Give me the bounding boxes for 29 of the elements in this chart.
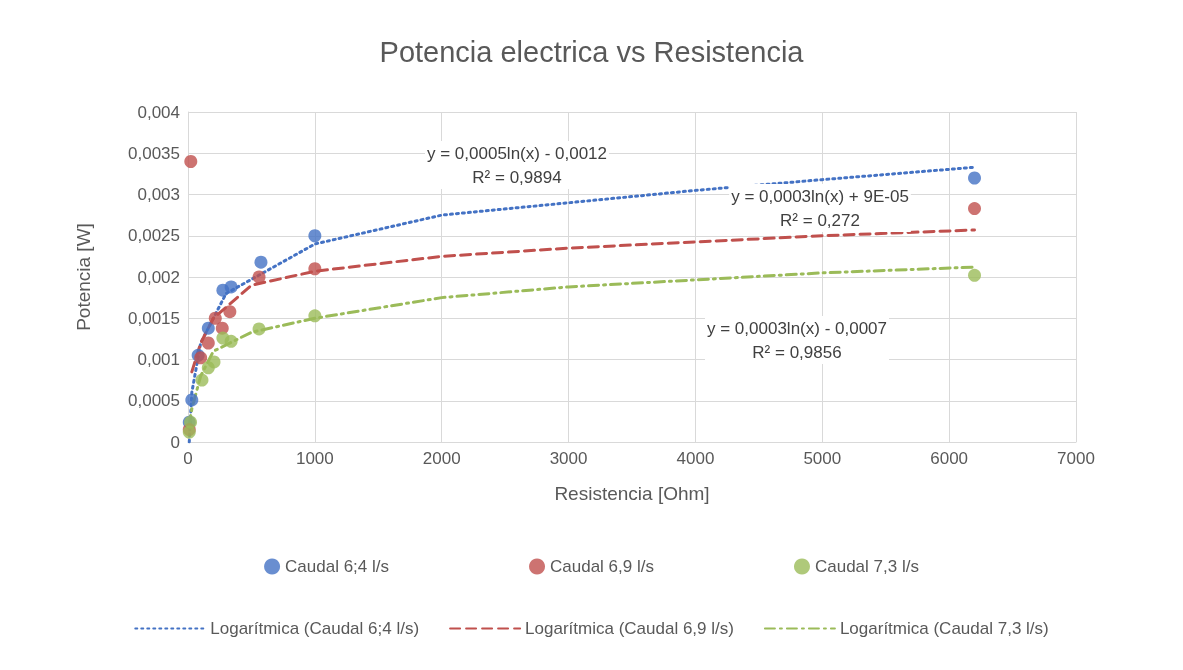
y-tick-label: 0,0015 [128,308,180,328]
legend-label: Caudal 7,3 l/s [814,557,919,576]
x-axis-title: Resistencia [Ohm] [554,483,710,504]
y-tick-label: 0,004 [137,102,180,122]
legend-label: Caudal 6,9 l/s [550,557,654,576]
x-tick-label: 2000 [422,449,461,468]
x-tick-label: 6000 [930,449,969,468]
y-tick-label: 0,003 [137,185,180,204]
y-tick-label: 0,0025 [128,226,180,246]
x-tick-label: 3000 [549,449,588,468]
y-tick-label: 0,001 [137,350,180,369]
annotation: y = 0,0003ln(x) + 9E-05 R² = 0,272 [731,186,909,230]
x-tick-label: 7000 [1057,449,1095,468]
y-tick-label: 0,002 [137,267,180,287]
legend-label: Logarítmica (Caudal 7,3 l/s) [839,619,1049,638]
y-tick-label: 0,0035 [128,143,180,163]
annotation: y = 0,0005ln(x) - 0,0012 R² = 0,9894 [426,143,608,187]
legend-label: Logarítmica (Caudal 6;4 l/s) [210,619,420,638]
annotation: y = 0,0003ln(x) - 0,0007 R² = 0,9856 [706,318,888,362]
chart-title: Potencia electrica vs Resistencia [379,35,805,68]
x-tick-label: 5000 [803,449,842,468]
x-tick-label: 0 [183,449,193,468]
legend-label: Logarítmica (Caudal 6,9 l/s) [525,619,734,638]
legend-label: Caudal 6;4 l/s [285,557,390,576]
x-tick-label: 1000 [295,449,334,468]
x-tick-label: 4000 [676,449,715,468]
y-tick-label: 0 [170,432,180,452]
y-tick-label: 0,0005 [128,391,180,411]
y-axis-title: Potencia [W] [73,223,94,331]
